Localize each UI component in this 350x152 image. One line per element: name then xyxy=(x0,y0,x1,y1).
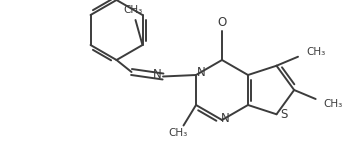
Text: N: N xyxy=(153,68,162,81)
Text: N: N xyxy=(197,67,206,79)
Text: O: O xyxy=(217,16,227,29)
Text: CH₃: CH₃ xyxy=(306,47,325,57)
Text: CH₃: CH₃ xyxy=(324,99,343,109)
Text: N: N xyxy=(220,112,229,124)
Text: S: S xyxy=(280,108,287,121)
Text: CH₃: CH₃ xyxy=(124,5,143,15)
Text: CH₃: CH₃ xyxy=(168,128,187,138)
